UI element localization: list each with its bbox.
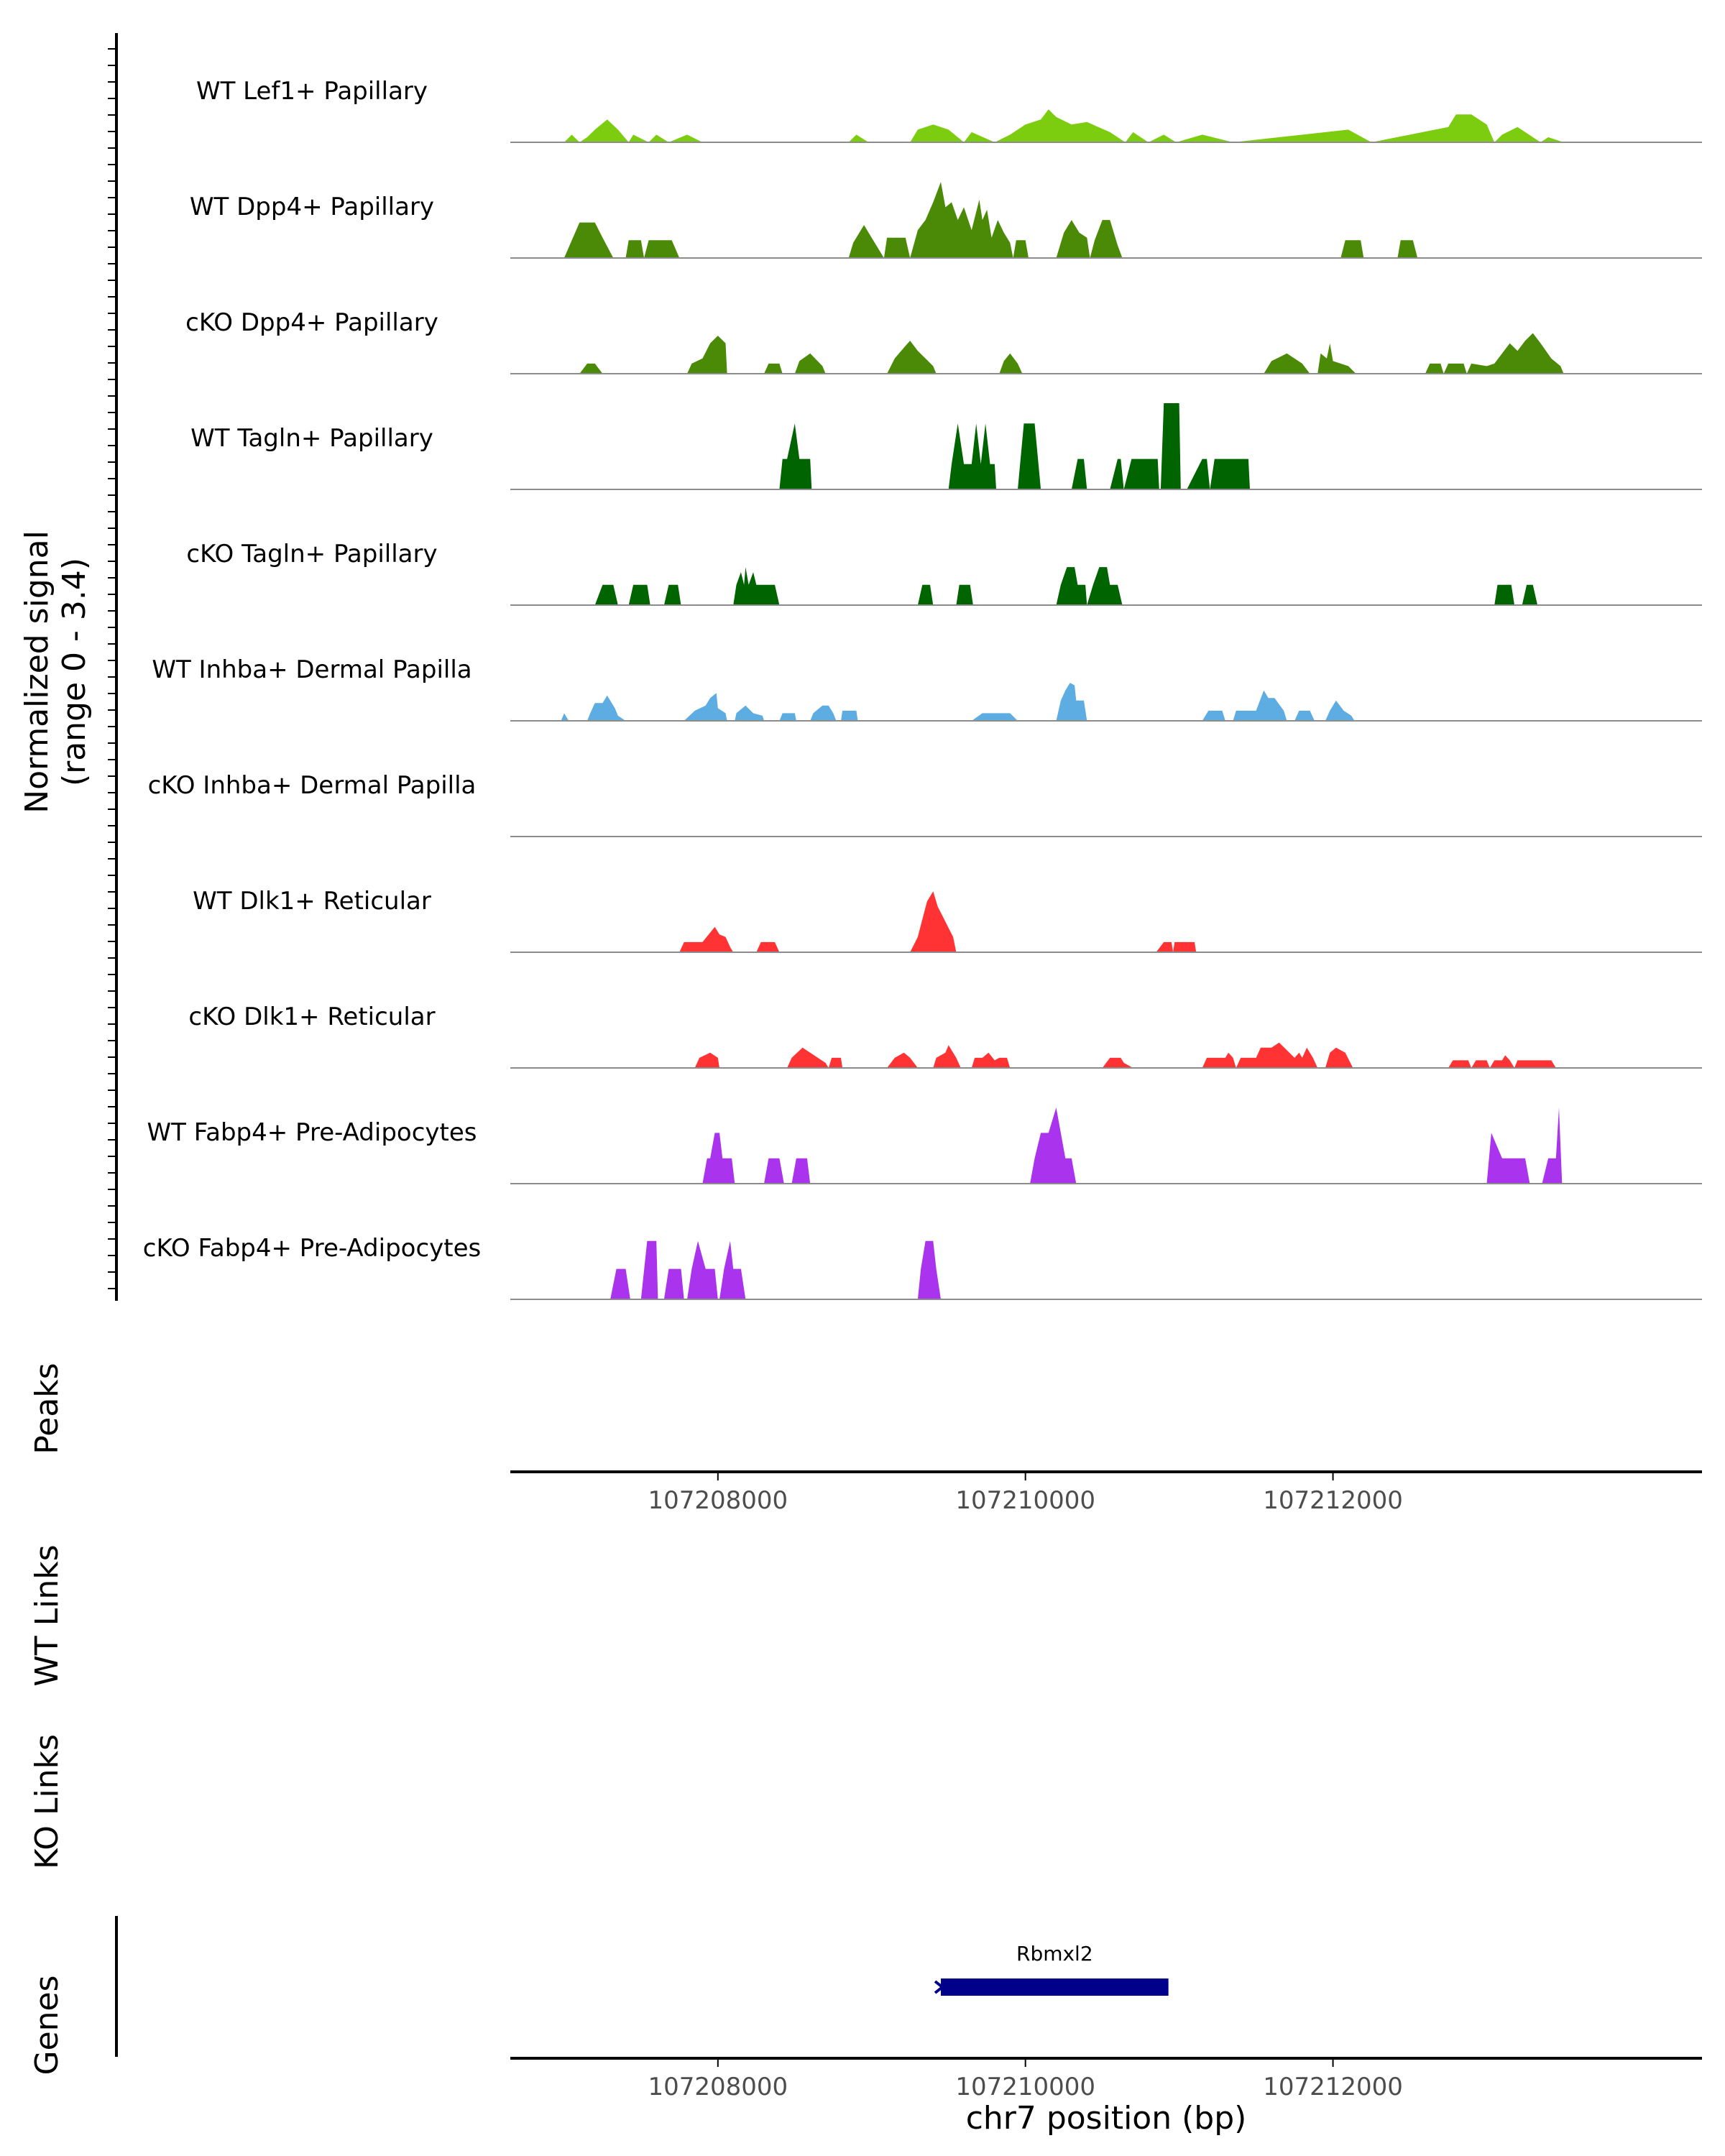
peaks-x-axis-tick-label: 107212000 xyxy=(1263,1486,1403,1515)
track-1: WT Dpp4+ Papillary xyxy=(190,182,1702,259)
peaks-x-axis-tick-label: 107210000 xyxy=(955,1486,1095,1515)
track-label: WT Lef1+ Papillary xyxy=(196,77,428,106)
peaks-x-axis-tick-label: 107208000 xyxy=(648,1486,788,1515)
genes-panel-label: Genes xyxy=(29,1975,65,2075)
track-2: cKO Dpp4+ Papillary xyxy=(185,308,1702,374)
track-signal-area xyxy=(594,567,1538,605)
track-label: cKO Fabp4+ Pre-Adipocytes xyxy=(143,1234,482,1263)
coverage-tracks: WT Lef1+ Papillary WT Dpp4+ Papillary cKO … xyxy=(143,77,1702,1300)
genes-x-axis: 107208000 107210000 107212000 xyxy=(648,2058,1403,2101)
gene-track: Rbmxl2 xyxy=(934,1942,1169,1996)
signal-y-axis-ticks xyxy=(108,48,116,1289)
track-signal-area xyxy=(561,683,1355,721)
genes-x-axis-tick-label: 107208000 xyxy=(648,2073,788,2101)
track-label: cKO Dlk1+ Reticular xyxy=(188,1003,435,1031)
peaks-panel-label: Peaks xyxy=(29,1363,65,1454)
track-10: cKO Fabp4+ Pre-Adipocytes xyxy=(143,1234,1702,1300)
track-signal-area xyxy=(579,333,1564,374)
wt-links-panel-label: WT Links xyxy=(29,1544,65,1686)
signal-y-axis-label-2: (range 0 - 3.4) xyxy=(56,558,93,786)
track-3: WT Tagln+ Papillary xyxy=(190,403,1702,490)
track-0: WT Lef1+ Papillary xyxy=(196,77,1702,143)
track-label: WT Dpp4+ Papillary xyxy=(190,193,434,221)
track-signal-area xyxy=(679,891,1197,952)
gene-strand-arrow xyxy=(934,1980,945,1994)
peaks-x-axis: 107208000 107210000 107212000 xyxy=(648,1472,1403,1515)
track-label: cKO Inhba+ Dermal Papilla xyxy=(148,771,477,800)
track-signal-area xyxy=(564,182,1418,258)
track-signal-area xyxy=(779,403,1250,489)
track-6: cKO Inhba+ Dermal Papilla xyxy=(148,771,1702,837)
track-label: WT Tagln+ Papillary xyxy=(190,424,433,453)
genes-x-axis-tick-label: 107212000 xyxy=(1263,2073,1403,2101)
track-5: WT Inhba+ Dermal Papilla xyxy=(152,655,1702,722)
gene-label: Rbmxl2 xyxy=(1016,1942,1093,1966)
track-signal-area xyxy=(694,1042,1556,1068)
signal-y-axis-label-line2: (range 0 - 3.4) xyxy=(56,558,93,786)
track-signal-area xyxy=(610,1240,941,1299)
track-label: WT Dlk1+ Reticular xyxy=(193,887,431,916)
track-label: cKO Tagln+ Papillary xyxy=(186,540,437,568)
track-4: cKO Tagln+ Papillary xyxy=(186,540,1702,606)
gene-body xyxy=(941,1978,1169,1996)
genes-x-axis-tick-label: 107210000 xyxy=(955,2073,1095,2101)
track-9: WT Fabp4+ Pre-Adipocytes xyxy=(147,1107,1702,1184)
track-label: WT Inhba+ Dermal Papilla xyxy=(152,655,472,684)
signal-y-axis-label: Normalized signal xyxy=(19,530,55,814)
track-label: WT Fabp4+ Pre-Adipocytes xyxy=(147,1118,477,1147)
track-signal-area xyxy=(564,109,1564,142)
track-8: cKO Dlk1+ Reticular xyxy=(188,1003,1702,1069)
track-label: cKO Dpp4+ Papillary xyxy=(185,308,438,337)
ko-links-panel-label: KO Links xyxy=(29,1734,65,1869)
track-7: WT Dlk1+ Reticular xyxy=(193,887,1702,953)
signal-y-axis-label-line1: Normalized signal xyxy=(19,530,55,814)
x-axis-title: chr7 position (bp) xyxy=(966,2100,1247,2137)
